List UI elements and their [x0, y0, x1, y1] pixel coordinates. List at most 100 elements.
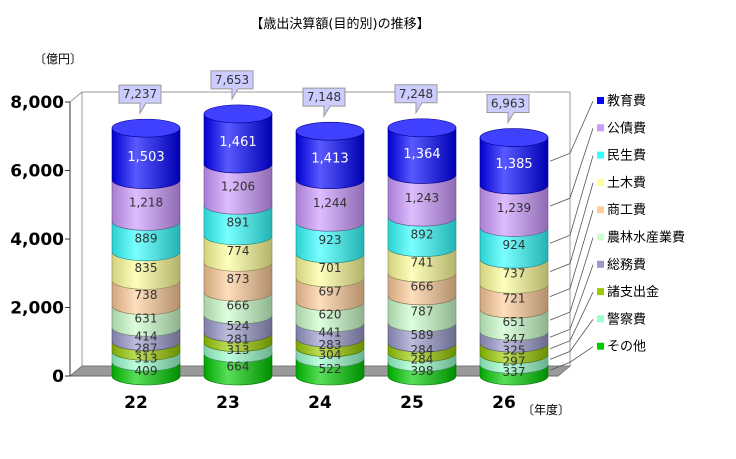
total-callout: 7,148	[302, 87, 346, 118]
value-label: 284	[411, 353, 434, 367]
y-tick-label: 2,000	[10, 299, 64, 319]
value-label: 441	[319, 325, 342, 339]
value-label: 284	[411, 343, 434, 357]
leader-line	[549, 291, 594, 350]
value-label: 589	[411, 328, 434, 342]
x-axis: 22 23 24 25 26	[124, 393, 516, 413]
value-label: 414	[135, 329, 158, 343]
total-label: 6,963	[491, 97, 525, 111]
value-label: 738	[135, 288, 158, 302]
leader-line	[549, 237, 594, 321]
leader-line	[549, 346, 594, 371]
value-label: 337	[503, 365, 526, 379]
legend-swatch	[597, 260, 604, 268]
value-label: 620	[319, 307, 342, 321]
leader-line	[549, 319, 594, 360]
x-tick-label: 23	[216, 393, 240, 413]
callout-box	[302, 87, 346, 118]
legend-swatch	[597, 178, 604, 186]
value-label: 891	[227, 215, 250, 229]
value-label: 1,413	[311, 151, 348, 166]
y-axis-unit-label: 〔億円〕	[34, 52, 82, 66]
legend-label: 公債費	[607, 121, 646, 136]
total-callout: 7,653	[210, 70, 254, 101]
legend-label: その他	[607, 340, 646, 355]
value-label: 892	[411, 227, 434, 241]
legend-label: 農林水産業費	[607, 230, 685, 246]
total-label: 7,248	[399, 87, 433, 101]
value-label: 651	[503, 315, 526, 329]
x-tick-label: 24	[308, 393, 332, 413]
x-tick-label: 22	[124, 393, 148, 413]
value-label: 281	[227, 333, 250, 347]
legend-item-警察費: 警察費	[597, 311, 646, 327]
bar-top-cap	[295, 121, 365, 141]
legend-label: 民生費	[607, 149, 646, 164]
value-label: 1,218	[129, 195, 163, 209]
value-label: 835	[135, 261, 158, 275]
y-tick-label: 8,000	[10, 93, 64, 113]
value-label: 889	[135, 232, 158, 246]
value-label: 697	[319, 285, 342, 299]
y-tick-label: 0	[52, 367, 64, 387]
value-label: 297	[503, 354, 526, 368]
value-label: 721	[503, 292, 526, 306]
x-tick-label: 25	[400, 393, 424, 413]
y-tick-label: 4,000	[10, 230, 64, 250]
value-label: 924	[503, 238, 526, 252]
bar-top-cap	[111, 118, 181, 138]
value-label: 774	[227, 244, 250, 258]
legend-swatch	[597, 342, 604, 350]
legend-item-その他: その他	[597, 340, 646, 355]
callout-box	[486, 94, 530, 125]
value-label: 1,244	[313, 196, 347, 210]
value-label: 522	[319, 362, 342, 376]
value-label: 313	[135, 352, 158, 366]
total-callout: 7,248	[394, 84, 438, 115]
y-axis: 0 2,000 4,000 6,000 8,000	[10, 93, 71, 387]
value-label: 325	[503, 344, 526, 358]
value-label: 1,385	[495, 157, 532, 172]
bars: 4093132874146317388358891,2181,503664313…	[111, 104, 549, 386]
bar-top-cap	[479, 128, 549, 147]
legend-swatch	[597, 97, 604, 104]
value-label: 1,206	[221, 180, 255, 194]
legend-item-土木費: 土木費	[597, 176, 646, 191]
legend-swatch	[597, 233, 604, 241]
leader-line	[549, 155, 594, 244]
legend-item-総務費: 総務費	[597, 258, 646, 273]
value-label: 631	[135, 311, 158, 325]
legend-swatch	[597, 206, 604, 214]
x-tick-label: 26	[492, 393, 516, 413]
legend-label: 教育費	[607, 93, 646, 109]
legend-leader-lines	[549, 100, 594, 371]
value-label: 287	[135, 341, 158, 355]
y-tick-label: 6,000	[10, 162, 64, 182]
value-label: 398	[411, 364, 434, 378]
leader-line	[549, 182, 594, 273]
legend-item-教育費: 教育費	[597, 93, 646, 109]
value-label: 787	[411, 304, 434, 318]
value-label: 1,461	[219, 135, 256, 150]
wall-corner-line	[69, 91, 83, 103]
value-label: 666	[227, 299, 250, 313]
value-label: 1,503	[127, 150, 164, 165]
value-label: 737	[503, 267, 526, 281]
legend-label: 警察費	[607, 311, 646, 327]
leader-line	[549, 100, 594, 162]
legend-swatch	[597, 315, 604, 323]
value-label: 741	[411, 255, 434, 269]
legend-item-諸支出金: 諸支出金	[597, 284, 659, 300]
total-label: 7,237	[123, 87, 157, 101]
value-label: 1,364	[403, 147, 440, 162]
value-label: 304	[319, 348, 342, 362]
value-label: 873	[227, 272, 250, 286]
callout-box	[210, 70, 254, 101]
